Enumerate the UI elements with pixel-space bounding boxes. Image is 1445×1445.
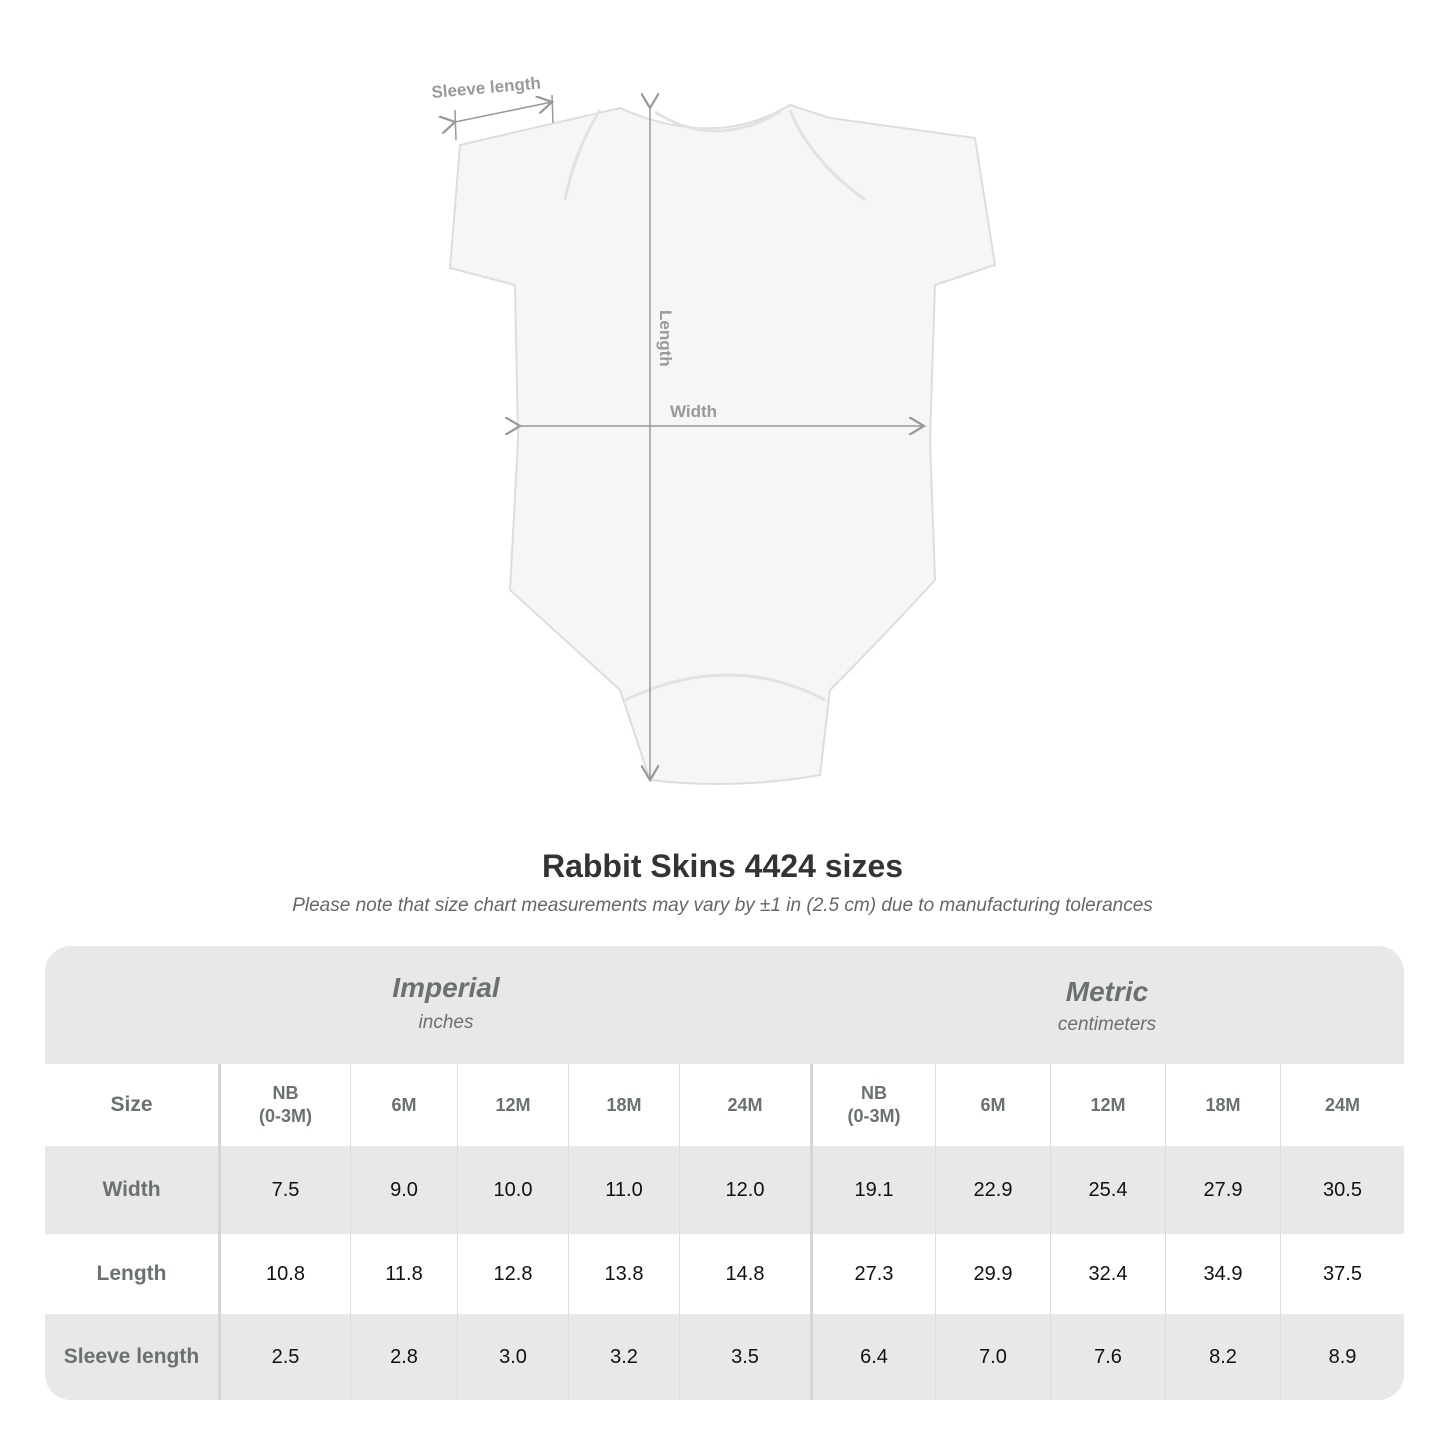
value-cell: 12.0 (679, 1146, 810, 1234)
row-label: Length (96, 1262, 167, 1285)
imperial-title: Imperial (392, 972, 500, 1003)
imperial-header: Imperial inches (218, 946, 674, 1064)
value-cell: 3.2 (568, 1314, 679, 1400)
value-cell: 34.9 (1165, 1234, 1280, 1314)
value-cell: 25.4 (1050, 1146, 1165, 1234)
size-header-cell: NB (0-3M) (810, 1064, 935, 1146)
size-table: Imperial inches Metric centimeters Size N… (45, 946, 1404, 1400)
table-row: Length 10.8 11.8 12.8 13.8 14.8 27.3 29.9 32.4 34… (45, 1234, 1404, 1314)
value-cell: 3.5 (679, 1314, 810, 1400)
metric-title: Metric (1065, 976, 1149, 1007)
size-header-cell: 12M (1050, 1064, 1165, 1146)
imperial-unit: inches (418, 1012, 474, 1033)
size-header-cell: 12M (457, 1064, 568, 1146)
value-cell: 12.8 (457, 1234, 568, 1314)
table-row: Width 7.5 9.0 10.0 11.0 12.0 19.1 22.9 25.4 27.9 3… (45, 1146, 1404, 1234)
value-cell: 19.1 (810, 1146, 935, 1234)
sleeve-measure-line (455, 102, 552, 122)
value-cell: 9.0 (350, 1146, 457, 1234)
size-header-row: Size NB (0-3M) 6M 12M 18M 24M NB (0-3M) 6M 12M 18… (45, 1064, 1404, 1146)
table-row: Sleeve length 2.5 2.8 3.0 3.2 3.5 6.4 7.0 7.6 8.2… (45, 1314, 1404, 1400)
value-cell: 3.0 (457, 1314, 568, 1400)
onesie-shape (448, 103, 997, 785)
size-header-cell: 6M (350, 1064, 457, 1146)
value-cell: 10.0 (457, 1146, 568, 1234)
value-cell: 13.8 (568, 1234, 679, 1314)
tolerance-note: Please note that size chart measurements… (292, 895, 1153, 916)
value-cell: 14.8 (679, 1234, 810, 1314)
size-header-cell: 18M (1165, 1064, 1280, 1146)
value-cell: 7.5 (218, 1146, 350, 1234)
chart-title: Rabbit Skins 4424 sizes (541, 848, 904, 884)
value-cell: 29.9 (935, 1234, 1050, 1314)
value-cell: 2.8 (350, 1314, 457, 1400)
metric-header: Metric centimeters (810, 946, 1404, 1064)
size-header-cell: 24M (679, 1064, 810, 1146)
value-cell: 8.9 (1280, 1314, 1404, 1400)
row-label: Width (102, 1178, 161, 1201)
value-cell: 7.6 (1050, 1314, 1165, 1400)
value-cell: 8.2 (1165, 1314, 1280, 1400)
metric-unit: centimeters (1057, 1014, 1157, 1035)
value-cell: 7.0 (935, 1314, 1050, 1400)
width-label: Width (670, 402, 717, 421)
value-cell: 22.9 (935, 1146, 1050, 1234)
value-cell: 27.3 (810, 1234, 935, 1314)
onesie-diagram: Sleeve length Length Width (431, 74, 997, 785)
length-label: Length (656, 310, 675, 367)
value-cell: 11.0 (568, 1146, 679, 1234)
size-header-cell: 24M (1280, 1064, 1404, 1146)
size-header-cell: 18M (568, 1064, 679, 1146)
value-cell: 10.8 (218, 1234, 350, 1314)
value-cell: 30.5 (1280, 1146, 1404, 1234)
value-cell: 6.4 (810, 1314, 935, 1400)
size-header-cell: NB (0-3M) (218, 1064, 350, 1146)
row-label: Size (110, 1093, 153, 1116)
value-cell: 37.5 (1280, 1234, 1404, 1314)
value-cell: 11.8 (350, 1234, 457, 1314)
sleeve-length-label: Sleeve length (431, 74, 542, 102)
value-cell: 32.4 (1050, 1234, 1165, 1314)
row-label: Sleeve length (63, 1345, 200, 1368)
size-header-cell: 6M (935, 1064, 1050, 1146)
value-cell: 2.5 (218, 1314, 350, 1400)
value-cell: 27.9 (1165, 1146, 1280, 1234)
